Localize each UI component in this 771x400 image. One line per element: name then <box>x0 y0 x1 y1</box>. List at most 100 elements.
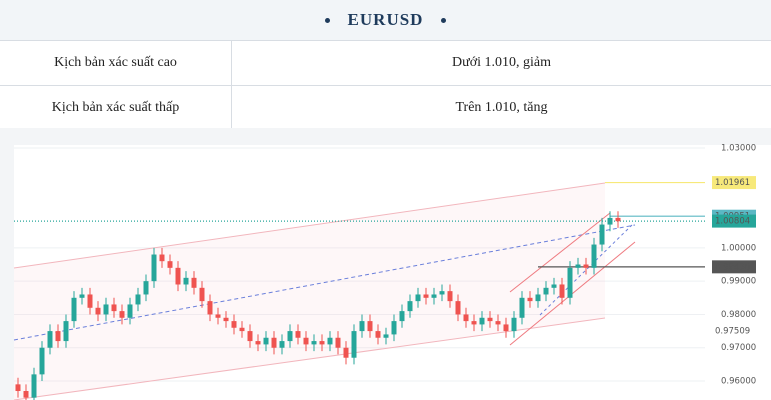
candle-body <box>519 297 525 318</box>
candle-body <box>111 304 117 312</box>
price-label: 1.00804 <box>715 217 750 227</box>
candle-body <box>375 331 381 338</box>
candle-body <box>407 301 413 312</box>
candle-body <box>127 304 133 318</box>
candles <box>15 211 621 400</box>
candle-body <box>223 317 229 322</box>
candle-body <box>607 217 613 225</box>
axis-labels: 0.96000 0.97000 0.98000 0.99000 1.00000 1.030… <box>712 143 756 387</box>
candle-body <box>55 331 61 342</box>
candle-body <box>39 347 45 375</box>
candle-body <box>383 334 389 338</box>
y-tick-label: 0.96000 <box>721 377 756 387</box>
candle-body <box>599 224 605 245</box>
bullet <box>441 17 447 23</box>
candle-body <box>263 337 269 345</box>
candle-body <box>399 311 405 322</box>
candle-body <box>63 321 69 342</box>
candle-body <box>279 341 285 348</box>
candle-body <box>615 217 621 222</box>
price-label-box <box>712 176 756 190</box>
candle-body <box>215 314 221 318</box>
candle-body <box>23 391 29 398</box>
candle-body <box>479 317 485 325</box>
candle-body <box>183 277 189 285</box>
candle-body <box>151 254 157 282</box>
trend-line <box>13 224 636 341</box>
grid <box>14 147 705 382</box>
candle-body <box>527 297 533 302</box>
price-label: 0.99430 <box>715 262 750 272</box>
price-label: 0.97509 <box>715 326 750 336</box>
candle-body <box>327 337 333 345</box>
candle-body <box>295 331 301 338</box>
candle-body <box>367 321 373 332</box>
channel-line <box>509 212 611 293</box>
candle-body <box>287 331 293 342</box>
table-cell: Trên 1.010, tăng <box>231 85 771 131</box>
y-tick-label: 0.99000 <box>721 277 756 287</box>
price-lines <box>14 181 705 268</box>
candle-body <box>231 321 237 328</box>
table-cell: Kịch bản xác suất cao <box>0 40 232 86</box>
candle-body <box>159 254 165 262</box>
candle-body <box>71 297 77 322</box>
candle-body <box>503 324 509 332</box>
candle-body <box>191 277 197 288</box>
candle-body <box>591 244 597 268</box>
y-tick-label: 1.03000 <box>721 143 756 153</box>
candle-body <box>303 337 309 345</box>
header-title: EURUSD <box>347 10 424 29</box>
candle-body <box>79 294 85 298</box>
table-row: Kịch bản xác suất thấp Trên 1.010, tăng <box>0 85 771 131</box>
candle-body <box>471 321 477 325</box>
candle-body <box>47 331 53 348</box>
candle-body <box>135 294 141 305</box>
candle-body <box>543 287 549 295</box>
candle-body <box>311 341 317 345</box>
bullet <box>324 17 330 23</box>
candle-body <box>511 317 517 332</box>
candle-body <box>175 267 181 285</box>
price-label-box <box>712 214 756 228</box>
candle-body <box>575 264 581 268</box>
y-tick-label: 0.97000 <box>721 343 756 353</box>
candle-body <box>415 294 421 302</box>
candle-body <box>319 341 325 345</box>
candle-body <box>199 287 205 302</box>
candle-body <box>207 301 213 315</box>
candle-body <box>359 321 365 332</box>
table-row: Kịch bản xác suất cao Dưới 1.010, giảm <box>0 40 771 86</box>
candle-body <box>583 264 589 268</box>
table-cell: Kịch bản xác suất thấp <box>0 85 232 131</box>
candle-body <box>255 341 261 345</box>
candle-body <box>431 294 437 298</box>
candle-body <box>31 374 37 398</box>
candle-body <box>391 321 397 335</box>
candle-body <box>239 327 245 332</box>
candle-body <box>495 321 501 325</box>
candle-body <box>343 347 349 358</box>
candle-body <box>551 284 557 288</box>
y-tick-label: 0.98000 <box>721 310 756 320</box>
candle-body <box>439 291 445 295</box>
candle-body <box>335 337 341 348</box>
candle-body <box>535 294 541 302</box>
candle-body <box>271 337 277 348</box>
candle-body <box>351 331 357 358</box>
candle-body <box>247 331 253 342</box>
candle-body <box>87 294 93 308</box>
candle-body <box>567 267 573 298</box>
y-tick-label: 1.00000 <box>721 243 756 253</box>
candle-body <box>487 317 493 322</box>
candle-body <box>455 301 461 315</box>
price-label: 1.01961 <box>715 178 750 188</box>
chart: 0.96000 0.97000 0.98000 0.99000 1.00000 1.030… <box>13 143 771 400</box>
candle-body <box>423 294 429 298</box>
price-label-box <box>712 260 756 274</box>
candle-body <box>559 284 565 298</box>
channel-line <box>13 182 606 269</box>
candle-body <box>103 304 109 315</box>
table-cell: Dưới 1.010, giảm <box>231 40 771 86</box>
